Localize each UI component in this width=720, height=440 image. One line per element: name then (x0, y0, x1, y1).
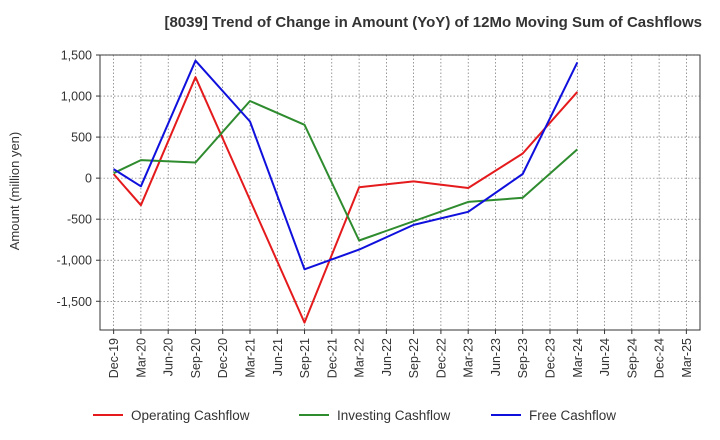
x-tick-label: Sep-22 (407, 338, 421, 378)
free-cashflow-line (113, 59, 579, 271)
operating-cashflow-line (112, 76, 579, 324)
x-tick-label: Dec-23 (544, 338, 558, 378)
y-tick-label: -1,500 (57, 295, 92, 309)
x-tick-label: Dec-20 (216, 338, 230, 378)
investing-cashflow-line (113, 100, 578, 242)
legend-label-investing-cashflow: Investing Cashflow (337, 408, 451, 423)
x-tick-label: Jun-24 (598, 338, 612, 376)
y-axis-label: Amount (million yen) (7, 132, 22, 251)
x-tick-label: Mar-21 (244, 338, 258, 378)
plot-frame (99, 54, 701, 331)
x-tick-label: Jun-20 (162, 338, 176, 376)
x-tick-label: Dec-19 (107, 338, 121, 378)
legend-label-operating-cashflow: Operating Cashflow (131, 408, 250, 423)
x-tick-label: Jun-22 (380, 338, 394, 376)
y-tick-label: -500 (67, 213, 92, 227)
x-tick-label: Sep-24 (625, 338, 639, 378)
x-tick-label: Dec-21 (325, 338, 339, 378)
x-tick-label: Mar-20 (134, 338, 148, 378)
y-tick-label: 1,500 (61, 49, 92, 63)
x-tick-label: Mar-25 (680, 338, 694, 378)
y-tick-label: 1,000 (61, 90, 92, 104)
legend-label-free-cashflow: Free Cashflow (529, 408, 616, 423)
y-tick-label: -1,000 (57, 254, 92, 268)
x-tick-label: Jun-23 (489, 338, 503, 376)
x-tick-label: Jun-21 (271, 338, 285, 376)
x-tick-label: Sep-21 (298, 338, 312, 378)
x-tick-label: Mar-24 (571, 338, 585, 378)
x-tick-label: Mar-23 (462, 338, 476, 378)
y-tick-label: 0 (85, 172, 92, 186)
x-tick-label: Dec-22 (434, 338, 448, 378)
x-tick-label: Dec-24 (653, 338, 667, 378)
chart-title: [8039] Trend of Change in Amount (YoY) o… (164, 14, 702, 31)
x-tick-label: Mar-22 (353, 338, 367, 378)
x-tick-label: Sep-20 (189, 338, 203, 378)
x-tick-label: Sep-23 (516, 338, 530, 378)
y-tick-label: 500 (71, 131, 92, 145)
